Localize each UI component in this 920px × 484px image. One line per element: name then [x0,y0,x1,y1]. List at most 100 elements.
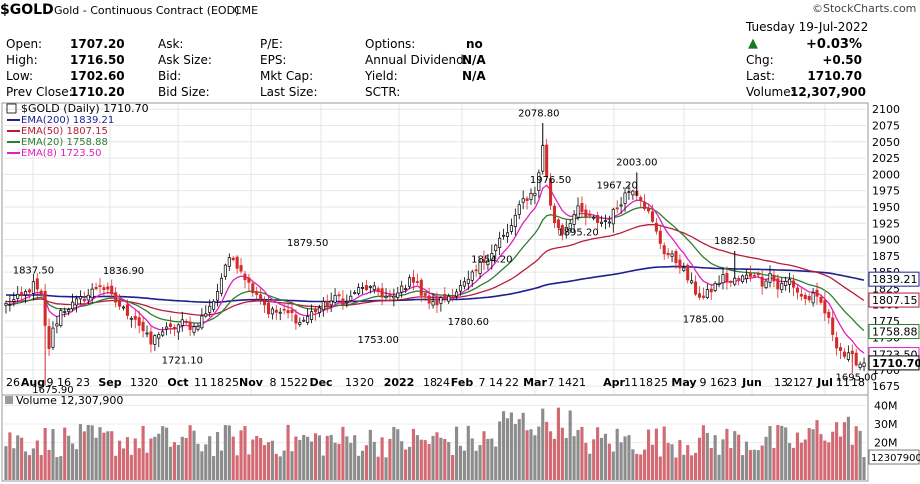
last-value: 1710.70 [807,69,862,83]
volume-bar [82,431,86,480]
date-tick-label: 13 [774,376,788,389]
candle-body [721,274,725,284]
candle-body [850,350,854,355]
exchange: CME [234,4,259,17]
legend-volume: Volume 12,307,900 [16,394,123,407]
candle-body [658,230,662,244]
volume-bar [321,455,325,480]
date-tick-label: 11 [624,376,638,389]
pe-label: P/E: [260,37,283,51]
volume-bar [835,422,839,480]
candle-body [842,351,846,357]
candle-body [611,208,615,225]
volume-bar [125,437,129,480]
peak-label: 1785.00 [683,314,724,325]
candle-body [517,204,521,215]
volume-bar [20,437,24,480]
candle-body [741,275,745,283]
volume-bar [313,433,318,480]
candle-body [200,315,204,329]
volume-bar [63,427,67,480]
volume-bar [145,452,149,480]
volume-bar [517,419,521,480]
volume-bar [102,432,106,480]
date-tick-label: Sep [98,376,121,389]
volume-bar [670,444,674,480]
volume-bar [329,434,333,480]
candle-body [231,257,235,261]
volume-bar [576,429,580,480]
last-value-box [868,271,920,287]
candle-body [686,264,690,281]
high-value: 1716.50 [70,53,125,67]
candle-body [756,273,760,276]
date-tick-label: 9 [700,376,707,389]
date-tick-label: 18 [210,376,224,389]
candle-body [137,317,141,326]
volume-bar [35,440,39,480]
candle-body [78,296,82,300]
volume-bar [310,441,314,480]
candle-body [811,292,815,304]
candle-body [51,327,55,348]
candle-body [176,324,180,333]
candle-body [490,253,494,262]
volume-bar [70,443,75,480]
volume-bar [59,456,63,480]
candle-body [541,145,545,172]
candle-body [678,259,682,269]
volume-tick-label: 30M [874,418,898,431]
candle-body [82,298,86,302]
candle-body [862,362,866,367]
candle-body [509,225,513,232]
candle-body [341,298,345,305]
volume-bar [153,436,157,480]
candle-body [376,288,380,293]
candle-body [807,296,811,301]
options-label: Options: [365,37,416,51]
volume-bar [705,432,709,480]
volume-bar [592,439,596,480]
volume-bar [756,450,760,480]
candle-body [431,301,435,306]
candle-body [474,269,478,272]
candle-body [94,286,98,290]
volume-bar [631,449,635,480]
candle-body [313,308,318,313]
candle-body [643,201,647,210]
candle-body [599,221,604,224]
low-label: Low: [6,69,34,83]
candle-body [568,223,572,229]
date-tick-label: Dec [309,376,332,389]
volume-bar [643,449,647,480]
volume-bar [255,435,259,480]
volume-bar [8,432,12,480]
volume-bar [212,456,216,480]
symbol: $GOLD [0,2,54,18]
candle-body [529,192,533,201]
price-tick-label: 2025 [872,152,900,165]
volume-bar [223,425,227,480]
volume-bar [811,429,815,480]
volume-bar [317,435,321,480]
candle-body [106,286,110,290]
volume-bar [615,428,619,480]
volume-bar [729,448,733,480]
candle-body [772,275,776,282]
date-tick-label: Oct [167,376,188,389]
volume-bar [462,450,466,480]
date-tick-label: 18 [851,376,865,389]
volume-bar [603,433,608,480]
candle-body [114,292,118,303]
candle-body [647,208,651,212]
candle-body [505,232,510,237]
date-tick-label: May [671,376,696,389]
volume-bar [454,426,459,480]
volume-bar [572,436,576,480]
volume-bar [168,446,173,480]
date-tick-label: 15 [280,376,294,389]
candle-body [780,283,784,291]
candle-body [364,285,368,291]
date-tick-label: Mar [523,376,547,389]
candle-body [513,214,517,228]
